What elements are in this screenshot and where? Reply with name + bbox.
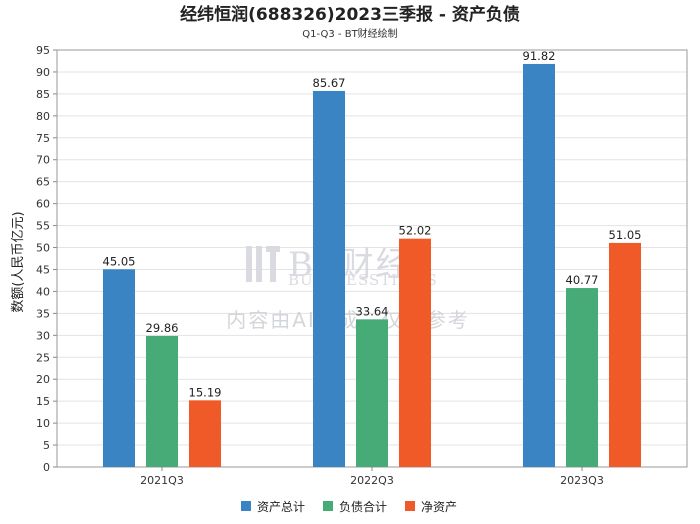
legend-entry: 资产总计 [257,500,305,514]
bar [399,238,431,467]
x-tick-label: 2022Q3 [350,474,394,487]
y-tick-label: 85 [36,88,50,101]
watermark-logo-icon [246,246,280,282]
y-tick-label: 40 [36,285,50,298]
y-tick-label: 75 [36,132,50,145]
data-label: 85.67 [313,76,346,90]
y-tick-label: 20 [36,373,50,386]
y-tick-label: 30 [36,329,50,342]
data-label: 29.86 [146,321,179,335]
bar [313,90,345,467]
data-label: 51.05 [609,228,642,242]
data-label: 40.77 [566,273,599,287]
data-label: 33.64 [356,304,389,318]
y-tick-labels: 0 5 10 15 20 25 30 35 40 45 50 55 60 65 70 75 80 85 90 95 [36,44,50,474]
y-tick-label: 65 [36,176,50,189]
bar [189,400,221,467]
bar [146,335,178,467]
chart-subtitle: Q1-Q3 - BT财经绘制 [302,27,397,40]
y-tick-label: 45 [36,263,50,276]
data-label: 91.82 [523,49,556,63]
y-tick-label: 70 [36,154,50,167]
bar [356,319,388,467]
bar [566,288,598,467]
legend: 资产总计 负债合计 净资产 [241,499,457,514]
x-tick-label: 2021Q3 [140,474,184,487]
bars [103,63,641,467]
y-tick-label: 90 [36,66,50,79]
y-tick-label: 50 [36,242,50,255]
bar [103,269,135,467]
data-label: 45.05 [103,254,136,268]
data-label: 15.19 [189,385,222,399]
bar [609,242,641,467]
y-tick-label: 60 [36,198,50,211]
legend-entry: 净资产 [421,500,457,514]
legend-entry: 负债合计 [339,499,387,514]
data-label: 52.02 [399,224,432,238]
y-tick-label: 25 [36,351,50,364]
watermark: BT财经 BUSINESSTIMES 内容由AI生成，仅供参考 [226,245,470,332]
y-tick-label: 80 [36,110,50,123]
watermark-brand: BT财经 [288,245,412,285]
legend-swatch [241,501,251,511]
y-tick-label: 95 [36,44,50,57]
data-labels: 45.05 29.86 15.19 85.67 33.64 52.02 91.82 40.77… [103,49,642,399]
legend-swatch [323,501,333,511]
watermark-note: 内容由AI生成，仅供参考 [226,308,470,332]
y-tick-label: 55 [36,220,50,233]
y-tick-label: 0 [43,461,50,474]
y-tick-label: 5 [43,439,50,452]
y-axis-label: 数额(人民币亿元) [11,211,26,312]
legend-swatch [405,501,415,511]
x-tick-label: 2023Q3 [560,474,604,487]
y-tick-label: 15 [36,395,50,408]
chart-title: 经纬恒润(688326)2023三季报 - 资产负债 [180,4,520,25]
bar [523,63,555,467]
x-tick-labels: 2021Q3 2022Q3 2023Q3 [140,474,604,487]
y-tick-label: 10 [36,417,50,430]
y-tick-label: 35 [36,307,50,320]
